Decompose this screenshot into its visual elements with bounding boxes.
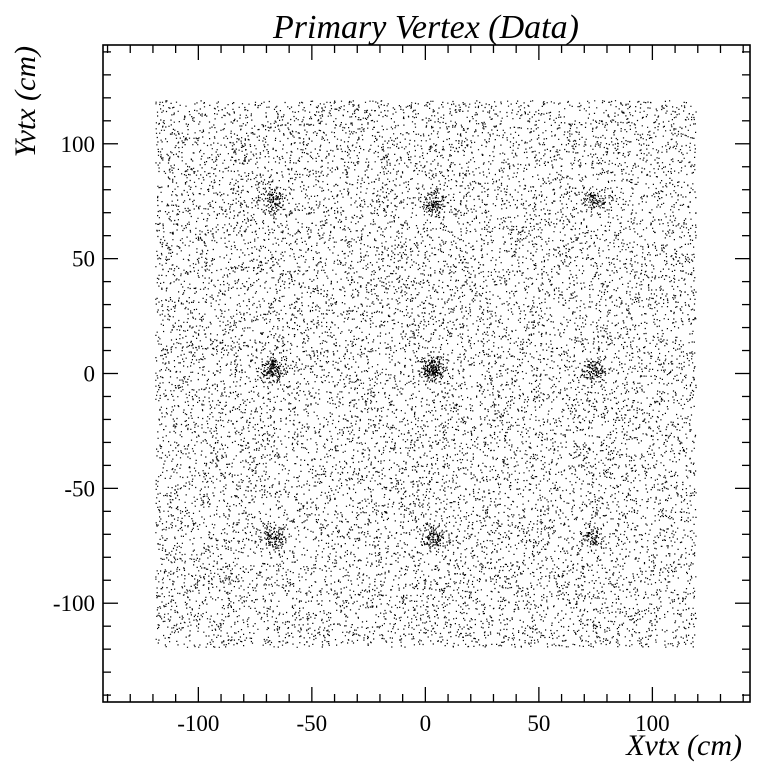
cluster-points-7	[259, 516, 290, 552]
y-tick-label: 100	[61, 132, 96, 157]
background-points	[155, 100, 697, 648]
y-tick-label: 0	[84, 362, 96, 387]
x-tick-label: -100	[177, 711, 219, 736]
cluster-points-1	[257, 186, 291, 220]
x-tick-label: -50	[297, 711, 328, 736]
cluster-points-9	[579, 522, 611, 552]
cluster-points-6	[578, 348, 607, 383]
x-tick-label: 0	[420, 711, 432, 736]
data-points	[155, 100, 697, 648]
x-tick-label: 100	[635, 711, 670, 736]
x-axis-title: Xvtx (cm)	[625, 729, 742, 762]
y-tick-label: 50	[72, 247, 95, 272]
chart-title: Primary Vertex (Data)	[272, 9, 579, 46]
cluster-points-3	[581, 186, 612, 213]
x-tick-label: 50	[527, 711, 550, 736]
y-tick-label: -50	[64, 476, 95, 501]
y-axis-title: Yvtx (cm)	[9, 46, 42, 157]
cluster-points-4	[256, 352, 288, 386]
cluster-points-5	[417, 351, 448, 384]
axes: -100 -50 0 50 100 -100 -50 0 50 100	[53, 45, 750, 736]
cluster-points-8	[419, 523, 448, 555]
cluster-points-2	[419, 188, 448, 221]
y-tick-label: -100	[53, 591, 95, 616]
